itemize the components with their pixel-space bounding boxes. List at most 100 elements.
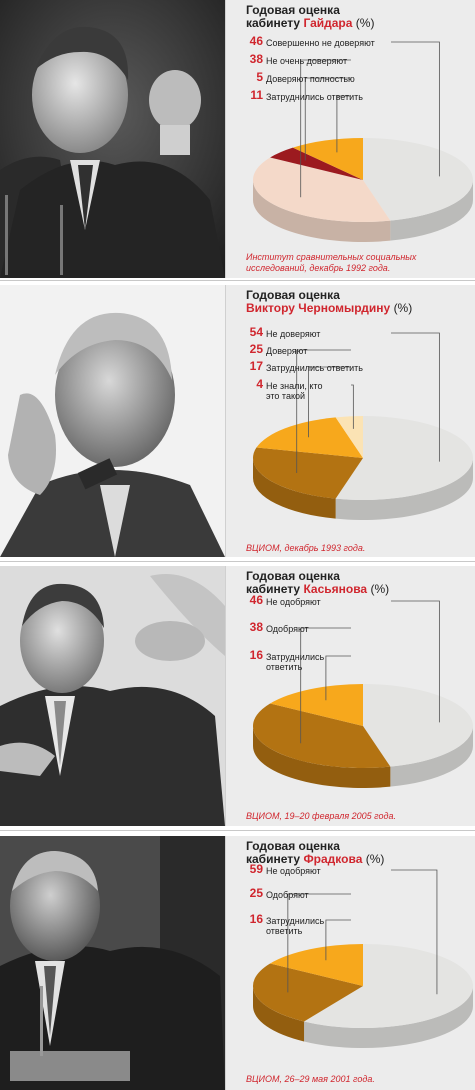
- pie-slice: [335, 416, 474, 500]
- legend-label: Затруднились ответить: [266, 363, 363, 373]
- pie-chart: [253, 869, 473, 1048]
- value-label: 4: [256, 377, 263, 391]
- legend-label: Не одобряют: [266, 597, 321, 607]
- value-label: 16: [249, 648, 263, 662]
- title-name: Виктору Черномырдину: [246, 301, 391, 315]
- leader-line: [391, 41, 440, 177]
- leader-line: [351, 384, 354, 429]
- title-name: Касьянова: [303, 582, 368, 596]
- legend-label: Не знали, кто это такой: [266, 381, 323, 401]
- title-line1: Годовая оценка: [246, 839, 340, 853]
- source-note: Институт сравнительных социальных исслед…: [246, 252, 417, 273]
- pie-slice: [270, 147, 363, 180]
- panel-gaidar: Годовая оценка кабинету Гайдара (%) 46 С…: [0, 0, 475, 278]
- title-prefix: кабинету: [246, 16, 301, 30]
- source-note: ВЦИОМ, 26–29 мая 2001 года.: [246, 1074, 375, 1084]
- leader-line: [304, 77, 351, 161]
- leader-line: [296, 349, 351, 473]
- pie-slice: [363, 684, 474, 767]
- value-label: 46: [249, 593, 263, 607]
- pie-chart: [252, 600, 474, 788]
- pie-slice-side: [335, 458, 473, 520]
- leader-line: [336, 95, 351, 153]
- pie-slice-side: [253, 726, 391, 788]
- title-pct: (%): [393, 301, 413, 315]
- leader-line: [325, 919, 351, 961]
- pie-slice: [292, 138, 363, 180]
- value-label: 25: [249, 886, 263, 900]
- pie-slice-side: [390, 180, 473, 241]
- pie-slice-side: [390, 726, 473, 787]
- source-note: ВЦИОМ, 19–20 февраля 2005 года.: [246, 811, 396, 821]
- chart-panel: Годовая оценка кабинету Касьянова (%) 46…: [225, 566, 475, 826]
- divider: [0, 561, 475, 562]
- portrait-photo: [0, 0, 225, 278]
- chart-panel: Годовая оценка Виктору Черномырдину (%) …: [225, 285, 475, 557]
- pie-slice: [253, 963, 363, 1022]
- legend-label: Не одобряют: [266, 866, 321, 876]
- pie-slice: [335, 416, 363, 458]
- title-pct: (%): [365, 852, 385, 866]
- pie-slice-side: [253, 986, 305, 1042]
- pie-slice: [270, 684, 363, 726]
- pie-slice-side: [253, 180, 391, 243]
- legend-label: Затруднились ответить: [266, 92, 363, 102]
- title-name: Фрадкова: [303, 852, 363, 866]
- value-label: 38: [249, 620, 263, 634]
- portrait-photo: [0, 836, 225, 1090]
- value-label: 38: [249, 52, 263, 66]
- pie-slice: [252, 157, 391, 223]
- leader-line: [287, 893, 351, 993]
- title-pct: (%): [370, 582, 390, 596]
- legend-label: Доверяют полностью: [266, 74, 355, 84]
- pie-chart: [252, 332, 474, 520]
- legend-label: Не очень доверяют: [266, 56, 348, 66]
- pie-slice: [363, 138, 474, 221]
- pie-slice: [252, 703, 391, 768]
- chart-title: Годовая оценка кабинету Гайдара (%): [246, 4, 471, 30]
- chart-title: Годовая оценка кабинету Фрадкова (%): [246, 840, 471, 866]
- title-pct: (%): [355, 16, 375, 30]
- leader-line: [325, 655, 351, 701]
- chart-title: Годовая оценка кабинету Касьянова (%): [246, 570, 471, 596]
- value-label: 25: [249, 342, 263, 356]
- title-prefix: кабинету: [246, 582, 301, 596]
- value-label: 46: [249, 34, 263, 48]
- value-label: 16: [249, 912, 263, 926]
- pie-slice-side: [253, 458, 336, 519]
- pie-slice: [270, 944, 363, 986]
- panel-fradkov: Годовая оценка кабинету Фрадкова (%) 59 …: [0, 836, 475, 1090]
- value-label: 5: [256, 70, 263, 84]
- chart-panel: Годовая оценка кабинету Гайдара (%) 46 С…: [225, 0, 475, 278]
- value-label: 11: [250, 88, 263, 102]
- legend-label: Доверяют: [266, 346, 308, 356]
- legend-label: Затруднились ответить: [266, 916, 325, 936]
- legend-label: Одобряют: [266, 624, 309, 634]
- panel-kasyanov: Годовая оценка кабинету Касьянова (%) 46…: [0, 566, 475, 826]
- leader-line: [391, 600, 440, 723]
- chart-panel: Годовая оценка кабинету Фрадкова (%) 59 …: [225, 836, 475, 1090]
- pie-slice-side: [304, 986, 473, 1048]
- pie-chart: [252, 41, 474, 243]
- leader-line: [300, 59, 351, 198]
- title-line1: Годовая оценка: [246, 569, 340, 583]
- divider: [0, 830, 475, 831]
- pie-slice: [252, 447, 363, 499]
- panel-chernomyrdin: Годовая оценка Виктору Черномырдину (%) …: [0, 285, 475, 557]
- value-label: 17: [249, 359, 263, 373]
- portrait-photo: [0, 285, 225, 557]
- legend-label: Не доверяют: [266, 329, 321, 339]
- leader-line: [391, 332, 440, 462]
- pie-slice: [304, 944, 473, 1028]
- legend-label: Затруднились ответить: [266, 652, 325, 672]
- legend-label: Совершенно не доверяют: [266, 38, 375, 48]
- leader-line: [300, 627, 351, 744]
- leader-line: [391, 869, 438, 995]
- source-note: ВЦИОМ, декабрь 1993 года.: [246, 543, 366, 553]
- pie-slice: [256, 417, 363, 458]
- chart-title: Годовая оценка Виктору Черномырдину (%): [246, 289, 471, 315]
- title-prefix: кабинету: [246, 852, 301, 866]
- legend-label: Одобряют: [266, 890, 309, 900]
- divider: [0, 280, 475, 281]
- value-label: 54: [249, 325, 263, 339]
